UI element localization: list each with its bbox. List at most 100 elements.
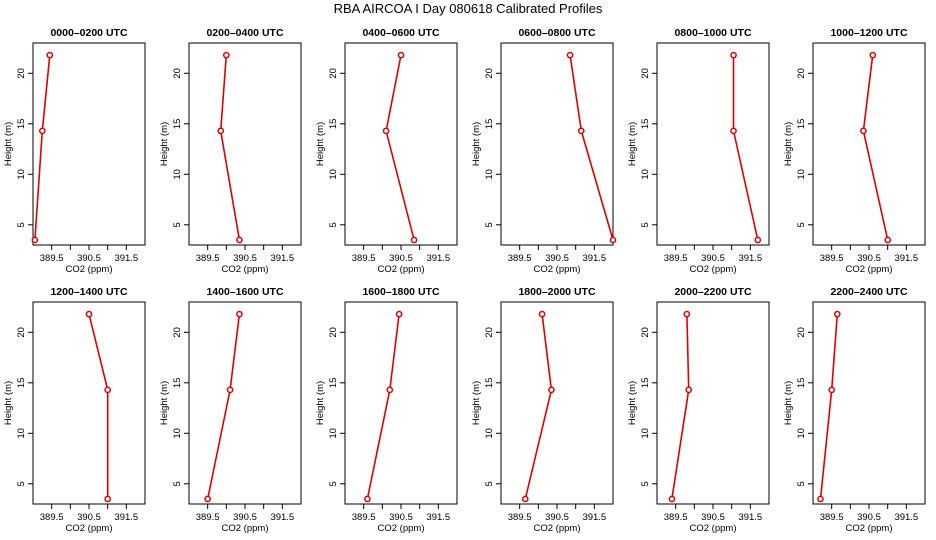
y-tick-label: 15 [328, 119, 339, 130]
y-axis-label: Height (m) [315, 381, 326, 425]
x-tick-label: 390.5 [77, 253, 101, 264]
x-axis-label: CO2 (ppm) [690, 523, 737, 534]
x-axis-label: CO2 (ppm) [222, 264, 269, 275]
x-tick-label: 390.5 [389, 512, 413, 523]
panel-title: 1400–1600 UTC [206, 286, 283, 298]
y-tick-label: 10 [172, 169, 183, 180]
y-axis-label: Height (m) [159, 381, 170, 425]
y-axis-label: Height (m) [627, 381, 638, 425]
y-tick-label: 5 [16, 481, 27, 486]
y-tick-label: 10 [328, 428, 339, 439]
profile-panel: 1200–1400 UTC 389.5 390.5 391.5 5 10 15 20 CO2 (… [3, 286, 146, 534]
x-tick-label: 390.5 [545, 512, 569, 523]
y-tick-label: 5 [172, 481, 183, 486]
profile-line [732, 55, 759, 241]
data-point [236, 310, 243, 318]
x-axis-label: CO2 (ppm) [66, 523, 113, 534]
figure-title: RBA AIRCOA I Day 080618 Calibrated Profi… [333, 1, 603, 16]
y-tick-label: 15 [796, 119, 807, 130]
data-point [577, 127, 585, 135]
y-tick-label: 5 [796, 481, 807, 486]
plot-frame [188, 301, 302, 505]
data-point [566, 51, 574, 59]
panel-title: 1200–1400 UTC [50, 286, 127, 298]
profile-line [819, 314, 839, 499]
x-tick-label: 390.5 [77, 512, 101, 523]
data-point [730, 127, 737, 135]
y-tick-label: 20 [796, 68, 807, 79]
plot-frame [188, 42, 302, 246]
x-axis-label: CO2 (ppm) [534, 523, 581, 534]
x-tick-label: 389.5 [196, 512, 220, 523]
data-point [817, 495, 824, 503]
data-point [685, 386, 693, 394]
profile-panel: 1600–1800 UTC 389.5 390.5 391.5 5 10 15 20 CO2 (… [315, 286, 458, 534]
y-tick-label: 10 [328, 169, 339, 180]
data-point [609, 236, 617, 244]
x-tick-label: 391.5 [114, 253, 138, 264]
y-tick-label: 20 [172, 327, 183, 338]
y-tick-label: 10 [16, 428, 27, 439]
profile-line [569, 54, 614, 241]
y-tick-label: 5 [796, 222, 807, 227]
data-point [860, 127, 867, 135]
x-tick-label: 391.5 [738, 253, 762, 264]
plot-frame [500, 301, 614, 505]
plot-frame [32, 42, 146, 246]
y-tick-label: 15 [328, 378, 339, 389]
panel-title: 1800–2000 UTC [518, 286, 595, 298]
y-tick-label: 15 [16, 378, 27, 389]
x-tick-label: 391.5 [894, 512, 918, 523]
profile-panel: 0000–0200 UTC 389.5 390.5 391.5 5 10 15 20 CO2 (… [3, 27, 146, 275]
profile-panel: 0600–0800 UTC 389.5 390.5 391.5 5 10 15 20 CO2 (… [471, 27, 617, 275]
profile-line [219, 55, 241, 241]
x-tick-label: 390.5 [233, 512, 257, 523]
data-point [38, 127, 46, 135]
x-tick-label: 390.5 [857, 512, 881, 523]
y-tick-label: 15 [484, 119, 495, 130]
panel-title: 0800–1000 UTC [674, 27, 751, 39]
x-tick-label: 389.5 [40, 253, 64, 264]
data-point [222, 51, 230, 59]
x-tick-label: 389.5 [508, 253, 532, 264]
data-point [364, 495, 371, 503]
y-tick-label: 5 [328, 222, 339, 227]
x-tick-label: 390.5 [701, 253, 725, 264]
y-tick-label: 5 [172, 222, 183, 227]
data-point [104, 495, 112, 503]
x-axis-label: CO2 (ppm) [378, 264, 425, 275]
x-tick-label: 391.5 [894, 253, 918, 264]
y-tick-label: 10 [484, 169, 495, 180]
panel-title: 1600–1800 UTC [362, 286, 439, 298]
panel-title: 0200–0400 UTC [206, 27, 283, 39]
plot-frame [656, 301, 770, 505]
x-axis-label: CO2 (ppm) [846, 523, 893, 534]
data-point [226, 386, 234, 394]
data-point [382, 127, 390, 135]
y-tick-label: 10 [796, 428, 807, 439]
panel-title: 0400–0600 UTC [362, 27, 439, 39]
profile-panel: 0400–0600 UTC 389.5 390.5 391.5 5 10 15 20 CO2 (… [315, 27, 458, 275]
data-point [46, 51, 54, 59]
plot-frame [812, 42, 926, 246]
panel-title: 1000–1200 UTC [830, 27, 907, 39]
x-tick-label: 389.5 [40, 512, 64, 523]
x-axis-label: CO2 (ppm) [846, 264, 893, 275]
y-tick-label: 10 [484, 428, 495, 439]
x-tick-label: 390.5 [545, 253, 569, 264]
y-tick-label: 20 [796, 327, 807, 338]
y-tick-label: 15 [640, 119, 651, 130]
data-point [730, 51, 737, 59]
y-tick-label: 5 [16, 222, 27, 227]
y-tick-label: 20 [16, 327, 27, 338]
y-tick-label: 20 [484, 327, 495, 338]
panel-title: 0600–0800 UTC [518, 27, 595, 39]
x-axis-label: CO2 (ppm) [66, 264, 113, 275]
data-point [386, 386, 394, 394]
x-tick-label: 390.5 [701, 512, 725, 523]
data-point [204, 495, 212, 503]
y-tick-label: 15 [172, 378, 183, 389]
x-tick-label: 391.5 [270, 253, 294, 264]
x-tick-label: 389.5 [664, 512, 688, 523]
